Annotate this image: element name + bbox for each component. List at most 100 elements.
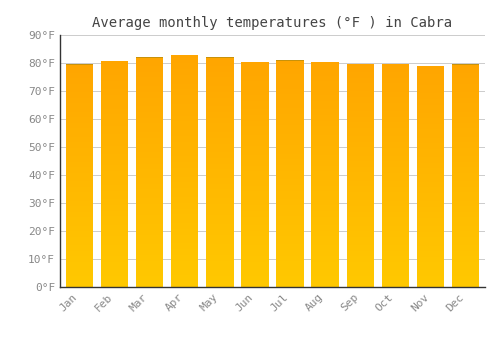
Bar (382, 120, 409, 122)
Bar (241, 140, 268, 143)
Bar (346, 178, 374, 181)
Bar (206, 155, 234, 158)
Bar (276, 281, 304, 284)
Bar (241, 281, 268, 284)
Bar (66, 134, 93, 137)
Bar (417, 284, 444, 287)
Bar (100, 228, 128, 230)
Bar (346, 147, 374, 150)
Bar (136, 98, 164, 100)
Bar (417, 69, 444, 71)
Bar (171, 104, 198, 107)
Bar (382, 184, 409, 187)
Bar (206, 106, 234, 109)
Bar (276, 185, 304, 188)
Bar (452, 140, 479, 142)
Bar (171, 119, 198, 121)
Bar (452, 90, 479, 92)
Bar (276, 267, 304, 270)
Bar (241, 174, 268, 177)
Bar (66, 237, 93, 240)
Bar (452, 262, 479, 265)
Bar (346, 136, 374, 139)
Bar (136, 120, 164, 124)
Bar (66, 251, 93, 254)
Bar (312, 90, 339, 93)
Bar (136, 264, 164, 267)
Bar (100, 245, 128, 247)
Bar (171, 232, 198, 235)
Bar (241, 93, 268, 96)
Bar (206, 112, 234, 115)
Bar (241, 115, 268, 118)
Bar (100, 95, 128, 98)
Bar (276, 228, 304, 230)
Bar (241, 64, 268, 67)
Bar (417, 201, 444, 204)
Bar (276, 86, 304, 89)
Bar (312, 67, 339, 70)
Bar (241, 124, 268, 126)
Bar (276, 74, 304, 77)
Bar (452, 206, 479, 209)
Bar (136, 132, 164, 135)
Bar (312, 222, 339, 225)
Bar (346, 150, 374, 153)
Bar (171, 95, 198, 98)
Bar (346, 164, 374, 167)
Bar (312, 284, 339, 287)
Bar (382, 164, 409, 167)
Bar (346, 94, 374, 97)
Bar (241, 225, 268, 228)
Bar (346, 173, 374, 175)
Bar (382, 128, 409, 131)
Bar (382, 69, 409, 72)
Bar (276, 210, 304, 213)
Bar (382, 89, 409, 92)
Bar (452, 178, 479, 181)
Bar (276, 83, 304, 86)
Bar (100, 123, 128, 126)
Bar (312, 265, 339, 267)
Bar (346, 91, 374, 94)
Bar (312, 253, 339, 256)
Bar (171, 66, 198, 69)
Bar (452, 126, 479, 128)
Bar (312, 214, 339, 217)
Bar (66, 193, 93, 195)
Bar (136, 238, 164, 241)
Bar (276, 94, 304, 97)
Bar (346, 237, 374, 239)
Bar (66, 231, 93, 234)
Bar (241, 270, 268, 273)
Bar (66, 84, 93, 87)
Bar (206, 224, 234, 227)
Bar (452, 173, 479, 176)
Bar (452, 153, 479, 156)
Bar (312, 174, 339, 177)
Bar (136, 195, 164, 198)
Bar (136, 278, 164, 281)
Bar (382, 170, 409, 173)
Bar (312, 279, 339, 281)
Bar (100, 177, 128, 180)
Bar (276, 208, 304, 210)
Bar (241, 188, 268, 191)
Bar (346, 201, 374, 203)
Bar (312, 146, 339, 149)
Bar (346, 212, 374, 215)
Bar (312, 186, 339, 188)
Bar (452, 240, 479, 243)
Bar (136, 210, 164, 212)
Bar (171, 191, 198, 194)
Bar (171, 261, 198, 264)
Bar (171, 153, 198, 156)
Bar (452, 142, 479, 145)
Bar (136, 109, 164, 112)
Bar (417, 107, 444, 110)
Bar (382, 240, 409, 242)
Bar (382, 281, 409, 284)
Bar (382, 226, 409, 229)
Bar (206, 89, 234, 92)
Bar (241, 166, 268, 169)
